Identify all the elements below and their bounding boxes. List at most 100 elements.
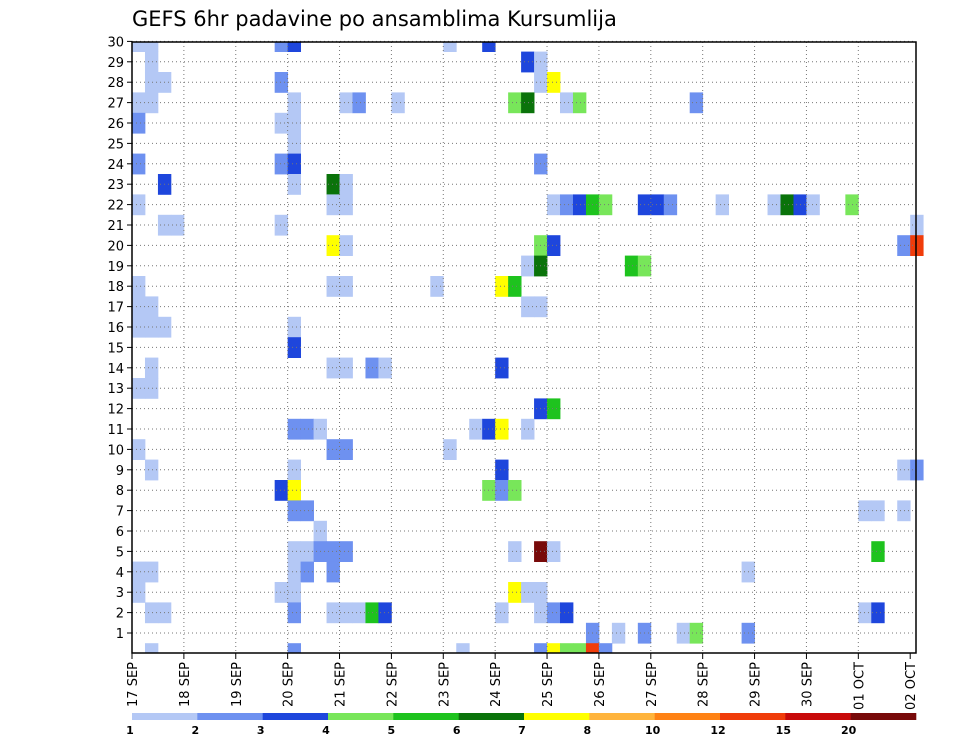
heatmap-cell (132, 561, 146, 583)
y-tick-label: 1 (116, 627, 124, 642)
heatmap-cell (521, 296, 535, 318)
heatmap-cell (495, 276, 509, 297)
heatmap-cell (871, 500, 885, 522)
y-tick-label: 19 (107, 260, 124, 275)
heatmap-cell (352, 92, 366, 114)
heatmap-cell (391, 92, 405, 114)
x-tick-label: 29 SEP (749, 662, 764, 707)
y-tick-label: 26 (107, 117, 124, 132)
y-tick-label: 13 (107, 382, 124, 397)
heatmap-cell (144, 378, 159, 399)
y-tick-label: 9 (116, 464, 124, 479)
legend-label: 15 (776, 724, 791, 737)
heatmap-cell (339, 602, 353, 624)
heatmap-cell (572, 92, 587, 114)
heatmap-cell (339, 541, 353, 562)
heatmap-cell (910, 214, 924, 236)
y-tick-label: 2 (116, 607, 124, 622)
heatmap-cell (132, 194, 146, 216)
heatmap-cell (339, 357, 353, 379)
legend-swatch (132, 713, 198, 720)
legend-swatch (458, 713, 525, 720)
x-tick-label: 02 OCT (904, 662, 919, 710)
heatmap-cell (495, 459, 509, 481)
heatmap-cell (287, 133, 302, 154)
heatmap-cell (897, 459, 911, 481)
heatmap-cell (339, 276, 353, 297)
x-tick-label: 19 SEP (230, 662, 245, 707)
heatmap-cell (547, 72, 561, 93)
heatmap-cell (326, 276, 340, 297)
heatmap-cell (715, 194, 730, 216)
heatmap-cell (767, 194, 781, 216)
heatmap-cell (598, 643, 613, 654)
heatmap-cell (495, 357, 509, 379)
x-tick-label: 24 SEP (489, 662, 504, 707)
heatmap-cell (806, 194, 820, 216)
heatmap-cell (287, 500, 302, 522)
heatmap-cell (495, 602, 509, 624)
legend-swatch (524, 713, 590, 720)
legend-label: 3 (257, 724, 265, 737)
heatmap-cell (871, 602, 885, 624)
x-tick-label: 28 SEP (697, 662, 712, 707)
heatmap-cell (132, 92, 146, 114)
x-tick-label: 27 SEP (645, 662, 660, 707)
grid-lines (132, 40, 916, 653)
y-tick-label: 20 (107, 239, 124, 254)
legend-swatch (654, 713, 721, 720)
heatmap-cell (676, 622, 691, 644)
heatmap-cell (780, 194, 794, 216)
heatmap-cell (287, 174, 302, 195)
legend-swatch (785, 713, 851, 720)
heatmap-cell (144, 602, 159, 624)
heatmap-cell (897, 235, 911, 256)
heatmap-cell (287, 459, 302, 481)
legend-swatch (393, 713, 459, 720)
y-tick-label: 21 (107, 219, 124, 234)
legend-label: 1 (126, 724, 134, 737)
y-tick-label: 15 (107, 341, 124, 356)
heatmap-cell (132, 439, 146, 460)
y-tick-label: 27 (107, 97, 124, 112)
heatmap-cell (560, 643, 574, 654)
heatmap-cell (144, 51, 159, 73)
heatmap-cell (482, 42, 496, 52)
x-tick-label: 21 SEP (334, 662, 349, 707)
heatmap-cell (339, 439, 353, 460)
heatmap-cell (443, 439, 457, 460)
heatmap-cell (352, 602, 366, 624)
y-tick-label: 22 (107, 199, 124, 214)
y-tick-label: 14 (107, 362, 124, 377)
heatmap-cell (495, 418, 509, 440)
heatmap-cell (274, 480, 289, 501)
heatmap-cell (326, 235, 340, 256)
heatmap-cell (443, 42, 457, 52)
x-tick-label: 01 OCT (852, 662, 867, 710)
heatmap-cell (274, 214, 289, 236)
legend-swatch (589, 713, 655, 720)
heatmap-cell (495, 480, 509, 501)
y-tick-label: 28 (107, 76, 124, 91)
heatmap-cell (326, 357, 340, 379)
heatmap-cell (508, 541, 522, 562)
legend-label: 4 (322, 724, 330, 737)
heatmap-cell (521, 92, 535, 114)
heatmap-cell (378, 602, 392, 624)
x-tick-label: 25 SEP (541, 662, 556, 707)
y-tick-label: 10 (107, 443, 124, 458)
heatmap-cell (858, 602, 872, 624)
heatmap-cell (521, 255, 535, 277)
legend-label: 8 (584, 724, 592, 737)
legend-label: 10 (645, 724, 661, 737)
heatmap-cell (144, 72, 159, 93)
heatmap-cell (144, 316, 159, 338)
heatmap-cell (274, 582, 289, 603)
heatmap-cell (560, 602, 574, 624)
heatmap-cell (456, 643, 470, 654)
y-tick-label: 8 (116, 484, 124, 499)
heatmap-cell (339, 194, 353, 216)
x-tick-label: 23 SEP (437, 662, 452, 707)
heatmap-cell (326, 602, 340, 624)
